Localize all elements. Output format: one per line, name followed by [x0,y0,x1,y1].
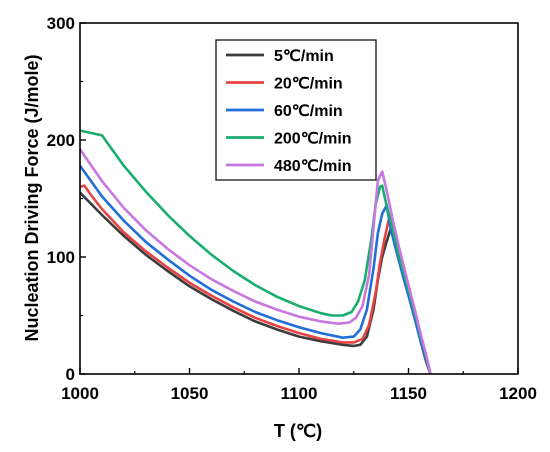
x-tick-label: 1000 [61,384,99,403]
y-tick-label: 200 [47,131,75,150]
y-tick-label: 300 [47,14,75,33]
x-tick-label: 1200 [499,384,537,403]
series-layer [80,129,432,374]
x-tick-label: 1100 [281,384,318,403]
x-axis-title: T (℃) [274,421,322,441]
series-line-3 [80,129,432,374]
x-tick-label: 1050 [171,384,209,403]
legend-label-0: 5℃/min [274,48,334,65]
y-axis-title: Nucleation Driving Force (J/mole) [22,54,42,341]
y-tick-label: 0 [66,365,75,384]
legend: 5℃/min 20℃/min 60℃/min 200℃/min 480℃/min [215,39,377,181]
x-axis-ticks: 1000 1050 1100 1150 1200 [61,368,537,403]
legend-label-2: 60℃/min [274,103,343,120]
series-line-1 [80,184,432,374]
y-axis-ticks: 0 100 200 300 [47,14,86,384]
legend-label-3: 200℃/min [274,131,352,148]
y-tick-label: 100 [47,248,75,267]
x-tick-label: 1150 [390,384,427,403]
series-line-2 [80,164,432,374]
legend-label-4: 480℃/min [274,158,352,175]
legend-label-1: 20℃/min [274,76,343,93]
series-line-4 [80,148,432,374]
